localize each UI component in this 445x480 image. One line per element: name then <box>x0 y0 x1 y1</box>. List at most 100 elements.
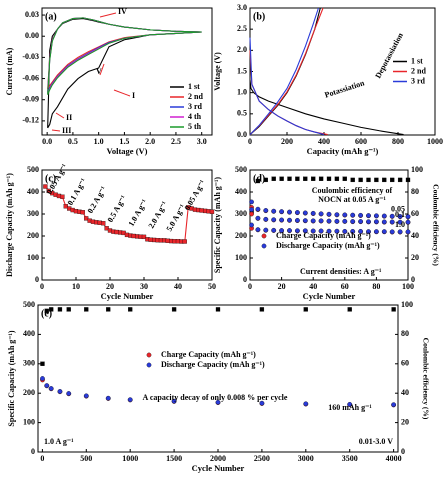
marker <box>83 393 89 399</box>
marker <box>141 234 147 240</box>
y-axis-label: Discharge Capacity (mAh g⁻¹) <box>5 173 14 277</box>
x-tick-label: 400 <box>318 137 330 146</box>
annotation: 0.05 A g⁻¹ <box>183 178 208 212</box>
marker <box>287 176 292 181</box>
y2-tick-label: 60 <box>401 359 409 368</box>
marker <box>255 227 261 232</box>
x-tick-label: 800 <box>392 137 404 146</box>
y2-tick-label: 60 <box>411 209 419 218</box>
plot-frame <box>37 304 399 453</box>
x-tick-label: 0 <box>248 282 252 291</box>
marker <box>366 219 371 225</box>
legend-label: 4 th <box>188 112 202 121</box>
y2-tick-label: 0 <box>411 275 415 284</box>
marker <box>84 307 89 312</box>
y-tick-label: -0.12 <box>22 116 39 125</box>
marker <box>397 229 403 235</box>
legend-label: 3 rd <box>188 102 203 111</box>
y-tick-label: -0.09 <box>22 95 39 104</box>
marker <box>249 199 254 205</box>
marker <box>263 208 269 213</box>
x-tick-label: 40 <box>309 282 317 291</box>
arrow <box>55 112 65 119</box>
marker <box>287 217 292 223</box>
marker <box>381 219 387 225</box>
panel-label: (d) <box>253 173 265 184</box>
marker <box>259 400 265 406</box>
y2-tick-label: 40 <box>411 231 419 240</box>
plot-frame <box>41 7 213 136</box>
series-line <box>47 18 202 129</box>
marker <box>40 361 45 366</box>
marker <box>397 219 403 225</box>
legend-label: 5 th <box>188 122 202 131</box>
y-tick-label: 200 <box>27 231 39 240</box>
marker <box>397 177 403 183</box>
marker <box>171 398 177 404</box>
marker <box>391 307 396 312</box>
marker <box>279 209 284 214</box>
x-tick-label: 1000 <box>427 137 443 146</box>
marker <box>310 228 316 234</box>
annotation: Current densities: A g⁻¹ <box>300 267 382 276</box>
marker <box>318 176 324 181</box>
marker <box>334 228 340 234</box>
marker <box>350 212 356 218</box>
x-tick-label: 1500 <box>166 454 182 463</box>
legend-label: Charge Capacity (mAh g⁻¹) <box>276 231 371 240</box>
marker <box>381 229 387 234</box>
annotation: 0.1 A g⁻¹ <box>66 176 89 207</box>
marker <box>358 219 363 224</box>
series-line <box>47 17 202 90</box>
marker <box>389 229 395 235</box>
y2-tick-label: 20 <box>411 253 419 262</box>
y-tick-label: 0.03 <box>25 10 39 19</box>
x-tick-label: 40 <box>174 282 182 291</box>
annotation: II <box>66 113 72 122</box>
marker <box>106 307 111 312</box>
arrow <box>99 12 117 18</box>
marker <box>358 212 363 218</box>
marker <box>271 208 277 214</box>
y-tick-label: 0 <box>31 447 35 456</box>
marker <box>326 218 332 224</box>
marker <box>46 188 51 194</box>
y-axis-label: Current (mA) <box>5 47 14 95</box>
marker <box>334 218 340 224</box>
x-axis-label: Voltage (V) <box>107 146 148 156</box>
x-tick-label: 20 <box>106 282 114 291</box>
x-tick-label: 0 <box>40 454 44 463</box>
plot-frame <box>41 169 213 281</box>
marker <box>295 218 300 223</box>
arrow <box>51 129 61 132</box>
x-tick-label: 2500 <box>254 454 270 463</box>
y-tick-label: 2.0 <box>237 45 247 54</box>
marker <box>127 397 133 403</box>
y2-tick-label: 100 <box>411 165 423 174</box>
y2-axis-label: Coulombic efficiency (%) <box>431 184 440 266</box>
panel-label: (a) <box>45 11 57 22</box>
x-axis-label: Capacity (mAh g⁻¹) <box>307 146 379 156</box>
y-tick-label: 3.0 <box>237 3 247 12</box>
x-tick-label: 0.0 <box>42 137 52 146</box>
y-axis-label: Specific Capacity (mAh g⁻¹) <box>213 177 222 274</box>
legend-label: 2 nd <box>188 92 203 101</box>
annotation: Coulombic efficiency of <box>312 186 393 195</box>
marker <box>303 176 308 181</box>
marker <box>48 386 54 391</box>
marker <box>342 229 348 234</box>
marker <box>271 176 276 181</box>
x-tick-label: 4000 <box>386 454 402 463</box>
x-tick-label: 10 <box>72 282 80 291</box>
marker <box>271 217 277 223</box>
x-tick-label: 600 <box>355 137 367 146</box>
y-tick-label: 200 <box>23 388 35 397</box>
marker <box>374 177 379 183</box>
marker <box>101 221 106 226</box>
y-tick-label: 2.5 <box>237 24 247 33</box>
annotation: V <box>96 67 102 76</box>
marker <box>259 307 265 312</box>
marker <box>49 307 54 312</box>
y-tick-label: 400 <box>235 187 247 196</box>
y-tick-label: 100 <box>27 253 39 262</box>
